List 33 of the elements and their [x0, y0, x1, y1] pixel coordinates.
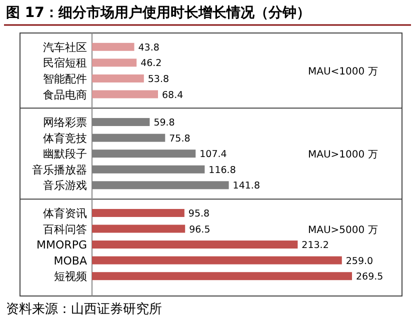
text: 资料来源：山西证券研究所 — [6, 302, 162, 317]
y-tick-label: 音乐游戏 — [43, 179, 87, 192]
data-label: 68.4 — [162, 90, 184, 101]
y-tick-label: 幽默段子 — [43, 148, 87, 161]
data-label: 59.8 — [154, 118, 175, 129]
data-label: 116.8 — [208, 164, 236, 176]
annotation: MAU>5000 万 — [308, 224, 378, 236]
data-label: 259.0 — [346, 256, 374, 267]
y-tick-label: MMORPG — [36, 238, 87, 252]
annotation: MAU<1000 万 — [308, 66, 378, 78]
y-tick-label: 短视频 — [54, 270, 87, 284]
y-tick-label: 食品电商 — [43, 88, 87, 102]
data-label: 53.8 — [148, 74, 170, 85]
y-tick-label: 百科问答 — [43, 222, 87, 236]
data-label: 107.4 — [200, 149, 227, 160]
y-tick-label: 网络彩票 — [43, 116, 87, 130]
data-label: 46.2 — [140, 58, 162, 70]
data-label: 213.2 — [302, 240, 329, 252]
y-tick-label: 智能配件 — [43, 72, 87, 86]
y-tick-label: 体育资讯 — [43, 206, 87, 220]
y-tick-label: 体育竞技 — [43, 132, 87, 145]
y-tick-label: 民宿短租 — [43, 56, 87, 70]
y-tick-label: 音乐播放器 — [32, 163, 87, 176]
y-tick-label: 汽车社区 — [43, 40, 87, 54]
annotation: MAU>1000 万 — [308, 150, 378, 161]
chart-title: 图 17：细分市场用户使用时长增长情况（分钟） — [6, 4, 310, 21]
data-label: 75.8 — [169, 133, 190, 144]
y-tick-label: MOBA — [54, 254, 88, 268]
data-label: 43.8 — [138, 42, 160, 54]
data-label: 141.8 — [232, 180, 260, 192]
data-label: 96.5 — [189, 224, 210, 236]
data-label: 269.5 — [356, 272, 384, 283]
data-label: 95.8 — [188, 208, 210, 220]
